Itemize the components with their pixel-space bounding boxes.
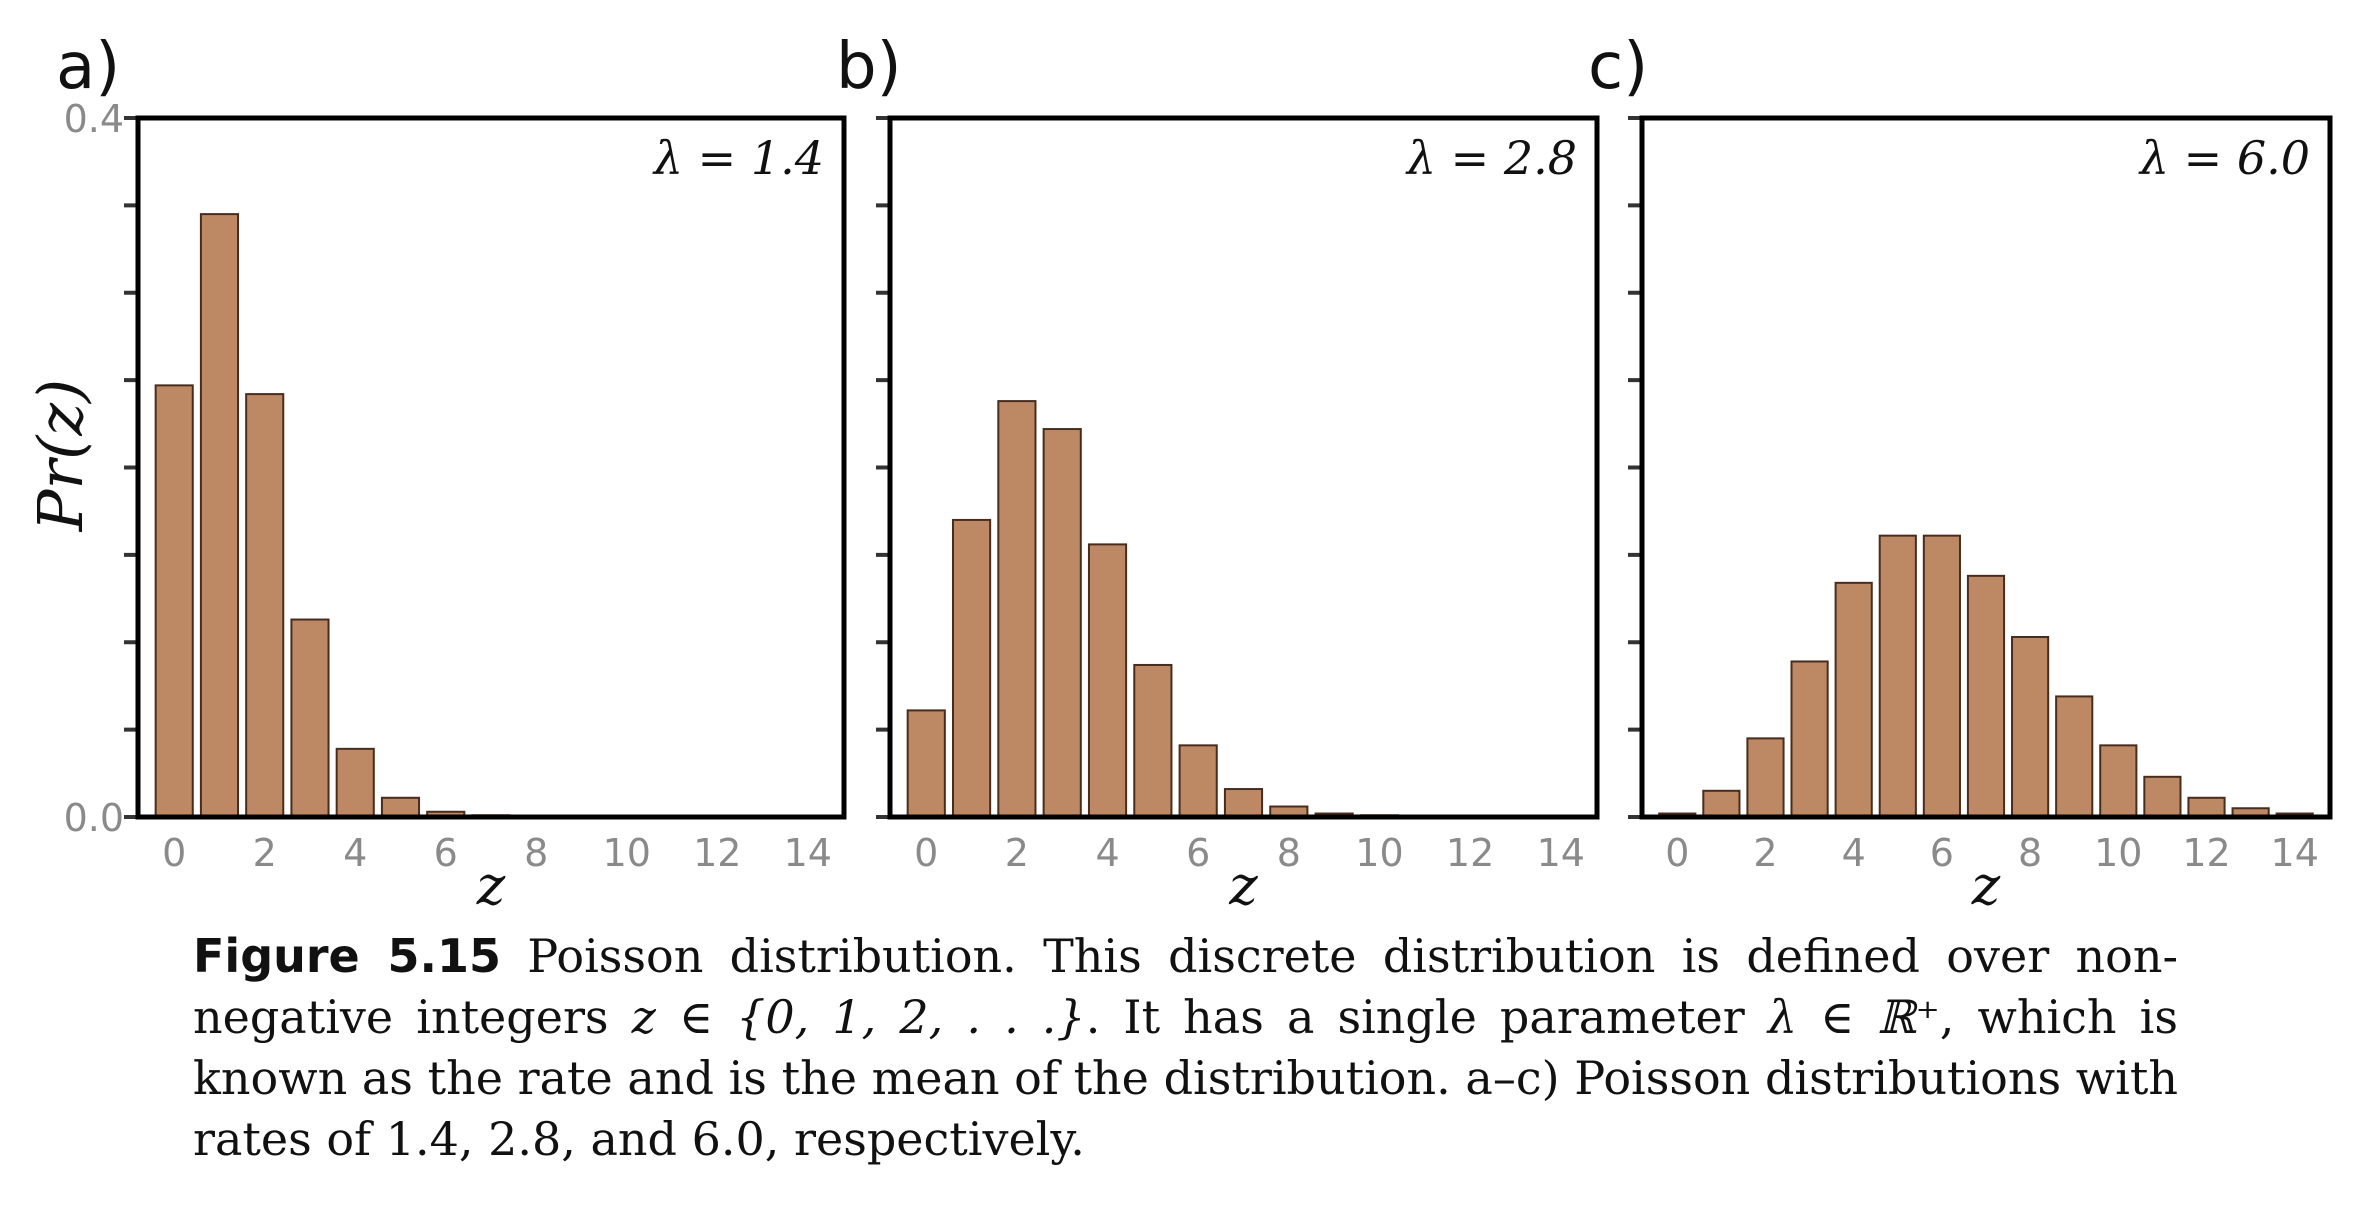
bar-z-4 [1834, 581, 1873, 819]
caption-line-3: known as the rate and is the mean of the… [193, 1051, 2062, 1105]
bar-z-3 [1042, 428, 1082, 818]
bar-z-9 [2055, 695, 2094, 818]
caption-line-1: Poisson distribution. This discrete dist… [527, 929, 2178, 983]
bar-z-3 [1790, 660, 1829, 818]
bar-z-2 [245, 393, 285, 818]
bar-z-1 [1702, 789, 1741, 818]
bar-z-2 [1746, 737, 1785, 818]
plot-frame [887, 115, 1600, 820]
x-tick-label: 10 [2094, 831, 2142, 875]
bar-z-5 [1133, 663, 1173, 819]
caption-math-lambda: λ ∈ ℝ⁺ [1767, 990, 1940, 1044]
caption-math-z: z ∈ {0, 1, 2, . . .} [631, 990, 1086, 1044]
x-tick-label: 0 [162, 831, 186, 875]
lambda-label: λ = 2.8 [1405, 131, 1577, 185]
plot-frame [135, 115, 847, 820]
x-tick-label: 6 [1930, 831, 1954, 875]
bar-z-7 [1966, 574, 2006, 818]
plot-frame [1639, 115, 2333, 820]
bar-z-12 [2187, 796, 2226, 819]
x-tick-label: 0 [914, 831, 938, 875]
bar-z-4 [1087, 543, 1128, 818]
x-tick-label: 4 [343, 831, 367, 875]
x-tick-label: 8 [2018, 831, 2042, 875]
lambda-label: λ = 6.0 [2138, 131, 2310, 185]
x-tick-label: 4 [1095, 831, 1119, 875]
x-axis-label: z [476, 854, 506, 917]
x-tick-label: 14 [1537, 831, 1585, 875]
x-tick-label: 8 [524, 831, 548, 875]
bar-z-11 [2143, 775, 2182, 818]
x-axis-label: z [1971, 854, 2001, 917]
caption-line-2b: . It has a single parameter [1085, 990, 1768, 1044]
panel-b: b) 0 2 4 6 8 10 12 14 z λ = 2.8 [836, 30, 1600, 917]
x-tick-label: 10 [1355, 831, 1403, 875]
panel-letter-a: a) [56, 30, 120, 104]
x-tick-label: 14 [2271, 831, 2319, 875]
panel-c: c) 0 2 4 6 8 10 12 14 z λ = 6.0 [1588, 30, 2333, 917]
x-tick-label: 12 [1446, 831, 1494, 875]
bar-z-1 [951, 518, 992, 818]
caption-line-2a: negative integers [193, 990, 632, 1044]
bar-z-0 [906, 709, 946, 819]
panel-letter-c: c) [1588, 30, 1648, 104]
lambda-label: λ = 1.4 [652, 131, 824, 185]
x-tick-label: 0 [1665, 831, 1689, 875]
x-tick-label: 6 [434, 831, 458, 875]
bar-z-6 [1178, 744, 1218, 818]
caption-line-2c: , which is [1939, 990, 2178, 1044]
bar-z-10 [2099, 744, 2138, 818]
y-tick-label-bottom: 0.0 [64, 796, 124, 840]
x-tick-label: 6 [1186, 831, 1210, 875]
bar-z-1 [199, 213, 240, 819]
x-tick-label: 8 [1277, 831, 1301, 875]
y-tick-label-top: 0.4 [64, 97, 124, 141]
x-tick-label: 14 [784, 831, 832, 875]
bar-z-8 [2011, 636, 2050, 818]
panel-a: a) 0.4 0.0 0 2 4 6 8 10 12 14 z λ = 1.4 [56, 30, 847, 917]
panel-letter-b: b) [836, 30, 902, 104]
bar-z-5 [1878, 534, 1917, 819]
x-tick-label: 4 [1842, 831, 1866, 875]
bar-z-3 [290, 618, 330, 818]
x-axis-label: z [1228, 854, 1258, 917]
y-axis-label: Pr(z) [24, 379, 97, 532]
figure-caption: Figure 5.15 Poisson distribution. This d… [193, 926, 2178, 1170]
x-tick-label: 12 [2182, 831, 2230, 875]
poisson-figure: Pr(z) a) 0.4 0.0 0 2 4 6 8 10 12 14 z λ = 1.4 b) … [24, 30, 2333, 917]
bar-z-2 [997, 400, 1037, 818]
caption-line-4: with rates of 1.4, 2.8, and 6.0, respect… [193, 1051, 2178, 1166]
figure-label: Figure 5.15 [193, 929, 501, 983]
bar-z-7 [1223, 788, 1264, 818]
bar-z-6 [1922, 534, 1961, 819]
x-tick-label: 12 [693, 831, 741, 875]
x-tick-label: 2 [1753, 831, 1777, 875]
bar-z-4 [335, 747, 375, 818]
bar-z-0 [154, 384, 194, 818]
x-tick-label: 2 [1005, 831, 1029, 875]
bar-z-5 [380, 796, 421, 819]
x-tick-label: 2 [253, 831, 277, 875]
x-tick-label: 10 [603, 831, 651, 875]
